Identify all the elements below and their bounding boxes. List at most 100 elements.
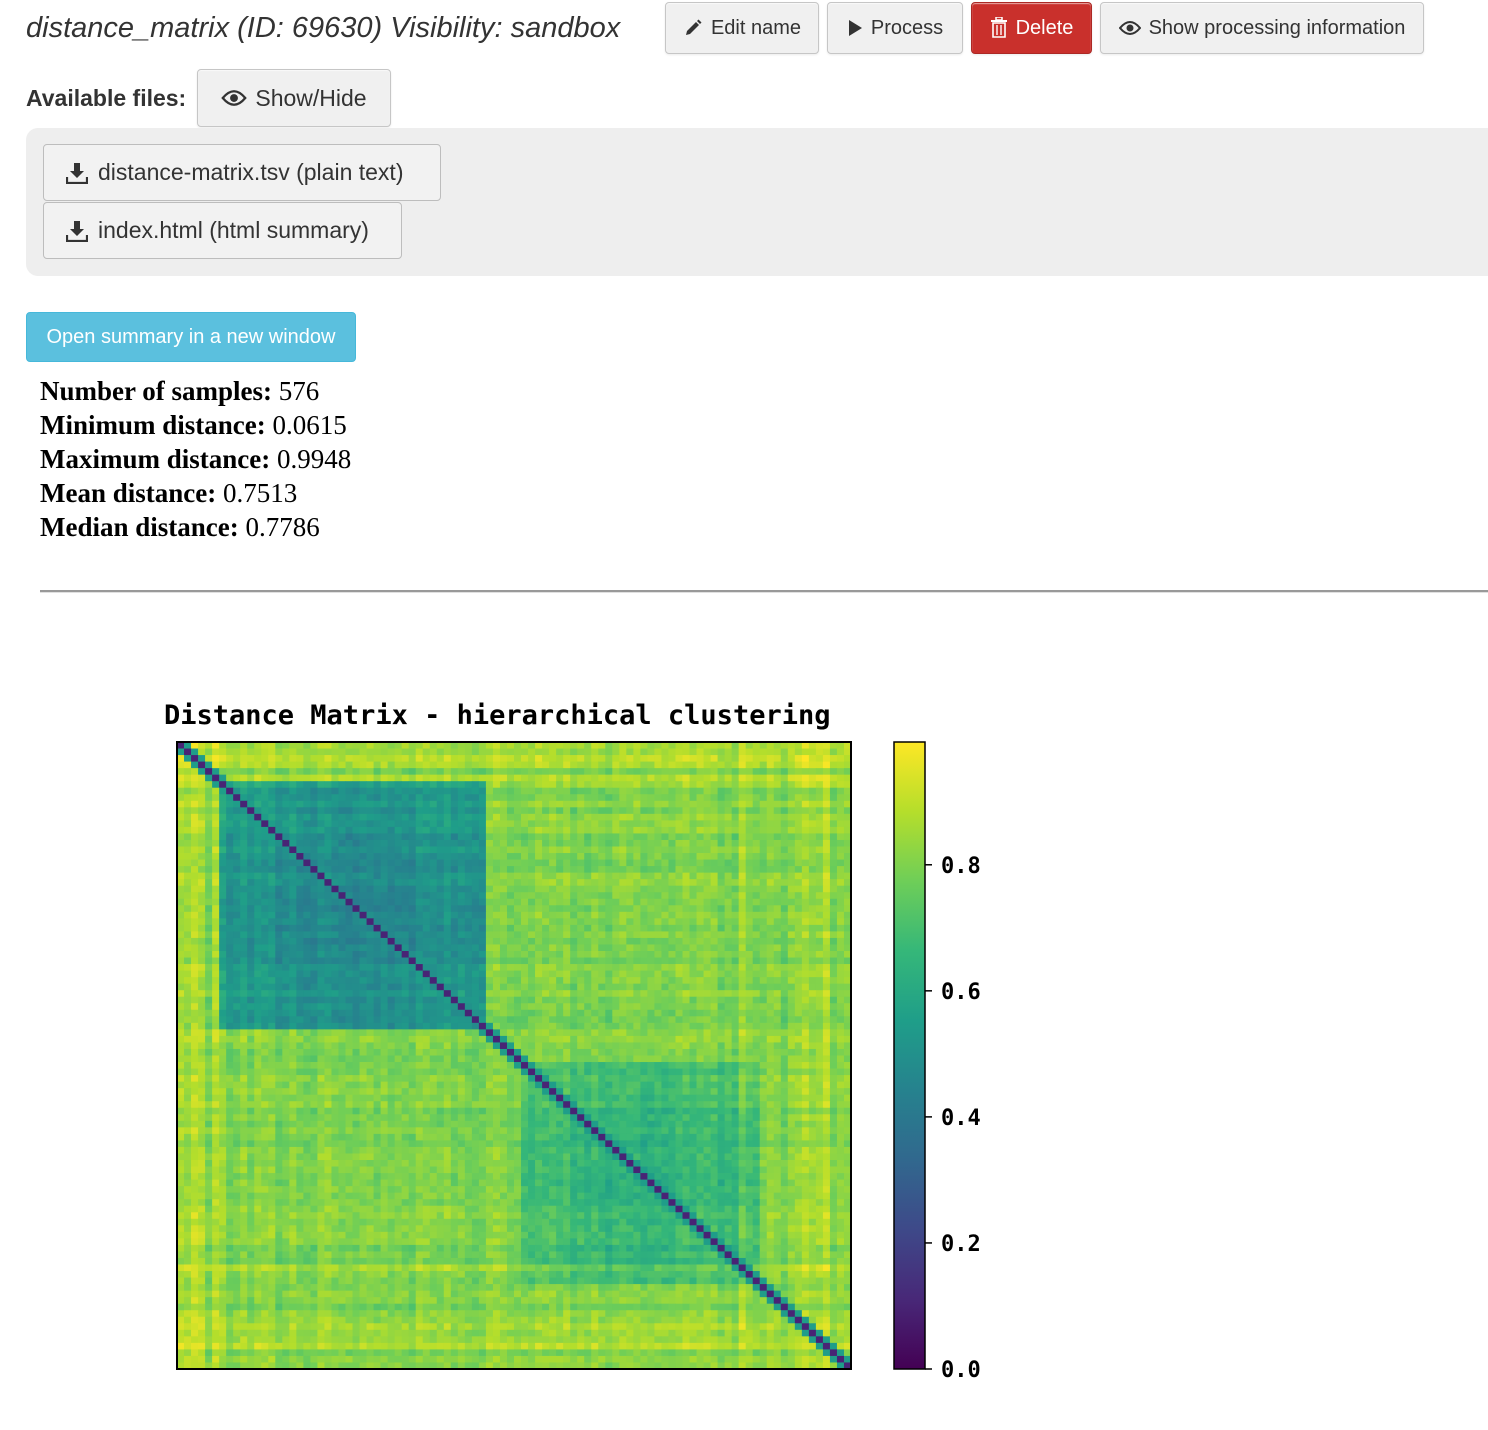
heatmap-cell [352, 1022, 360, 1030]
heatmap-cell [184, 1016, 192, 1024]
heatmap-cell [682, 846, 690, 854]
heatmap-cell [801, 970, 810, 978]
edit-name-button[interactable]: Edit name [665, 2, 819, 54]
heatmap-cell [198, 983, 206, 991]
heatmap-cell [478, 944, 487, 952]
heatmap-cell [345, 820, 353, 828]
heatmap-cell [633, 918, 641, 926]
process-button[interactable]: Process [827, 2, 963, 54]
heatmap-cell [556, 898, 564, 906]
heatmap-cell [605, 1035, 613, 1043]
heatmap-cell [366, 898, 374, 906]
heatmap-cell [240, 866, 248, 874]
download-index-html-button[interactable]: index.html (html summary) [43, 202, 402, 259]
heatmap-cell [766, 990, 775, 998]
heatmap-cell [380, 905, 389, 913]
heatmap-cell [689, 1062, 697, 1069]
heatmap-cell [282, 1062, 290, 1069]
heatmap-cell [612, 846, 620, 854]
heatmap-cell [843, 1029, 852, 1037]
heatmap-cell [324, 794, 332, 802]
heatmap-cell [506, 1035, 515, 1043]
heatmap-cell [724, 1062, 733, 1069]
heatmap-cell [843, 892, 852, 900]
heatmap-cell [815, 800, 824, 808]
heatmap-cell [205, 957, 213, 965]
heatmap-cell [492, 918, 501, 926]
heatmap-cell [268, 813, 276, 821]
heatmap-cell [317, 996, 325, 1004]
heatmap-cell [254, 781, 262, 789]
heatmap-cell [514, 905, 522, 913]
delete-button[interactable]: Delete [971, 2, 1092, 54]
heatmap-cell [254, 983, 262, 991]
heatmap-cell [471, 1029, 480, 1037]
show-processing-info-button[interactable]: Show processing information [1100, 2, 1424, 54]
heatmap-cell [521, 807, 529, 815]
heatmap-cell [752, 1062, 761, 1069]
heatmap-cell [254, 800, 262, 808]
heatmap-cell [696, 794, 704, 802]
heatmap-cell [549, 1068, 557, 1076]
heatmap-cell [591, 774, 599, 782]
heatmap-cell [612, 892, 620, 900]
heatmap-cell [780, 905, 789, 913]
heatmap-cell [521, 820, 529, 828]
heatmap-cell [556, 892, 564, 900]
heatmap-cell [317, 839, 325, 847]
heatmap-cell [626, 800, 634, 808]
heatmap-cell [282, 1075, 290, 1083]
heatmap-cell [563, 937, 571, 945]
heatmap-cell [591, 905, 599, 913]
heatmap-cell [429, 800, 438, 808]
heatmap-cell [626, 833, 634, 841]
heatmap-cell [471, 892, 480, 900]
heatmap-cell [464, 885, 473, 893]
heatmap-cell [415, 996, 424, 1004]
heatmap-cell [191, 787, 199, 795]
heatmap-cell [289, 911, 297, 919]
heatmap-cell [296, 787, 304, 795]
heatmap-cell [415, 924, 424, 932]
heatmap-cell [542, 996, 550, 1004]
heatmap-cell [612, 957, 620, 965]
heatmap-cell [205, 813, 213, 821]
heatmap-cell [345, 970, 353, 978]
heatmap-cell [808, 748, 817, 756]
heatmap-cell [563, 1042, 571, 1050]
heatmap-cell [289, 761, 297, 769]
heatmap-cell [570, 853, 578, 860]
heatmap-cell [647, 755, 655, 762]
heatmap-cell [282, 944, 290, 952]
heatmap-cell [247, 859, 255, 867]
heatmap-cell [542, 781, 550, 789]
heatmap-cell [226, 931, 234, 939]
show-hide-files-button[interactable]: Show/Hide [197, 69, 391, 127]
download-distance-matrix-tsv-button[interactable]: distance-matrix.tsv (plain text) [43, 144, 441, 201]
heatmap-cell [556, 964, 564, 971]
heatmap-cell [619, 872, 627, 880]
heatmap-cell [738, 977, 747, 985]
heatmap-cell [675, 996, 683, 1004]
heatmap-cell [808, 990, 817, 998]
heatmap-cell [626, 905, 634, 913]
heatmap-cell [338, 1062, 346, 1069]
heatmap-cell [759, 755, 768, 762]
heatmap-cell [415, 800, 424, 808]
heatmap-cell [822, 924, 831, 932]
heatmap-cell [542, 859, 550, 867]
heatmap-cell [696, 996, 704, 1004]
heatmap-cell [808, 820, 817, 828]
heatmap-cell [717, 839, 726, 847]
heatmap-cell [528, 853, 536, 860]
heatmap-cell [436, 1029, 445, 1037]
open-summary-button[interactable]: Open summary in a new window [26, 312, 356, 362]
heatmap-cell [822, 957, 831, 965]
heatmap-cell [247, 1042, 255, 1050]
heatmap-cell [219, 1048, 227, 1056]
heatmap-cell [401, 996, 410, 1004]
play-icon [848, 20, 862, 36]
heatmap-cell [787, 807, 796, 815]
heatmap-cell [759, 859, 768, 867]
heatmap-cell [436, 1042, 445, 1050]
